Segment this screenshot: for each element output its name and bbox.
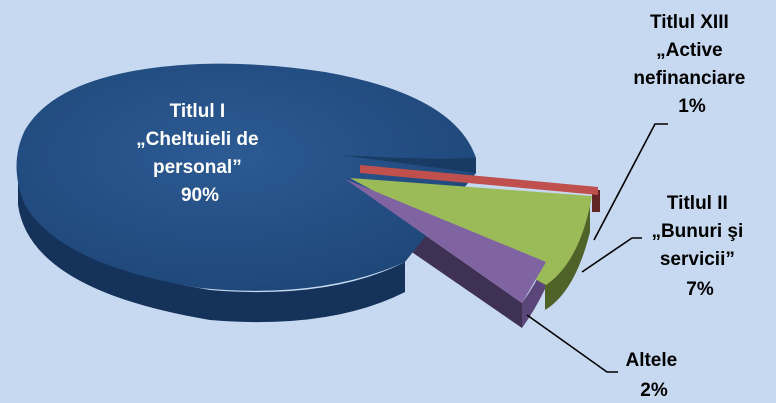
- label-titlul-i-line: personal”: [153, 157, 242, 178]
- leader-titlul-xiii: [593, 123, 668, 241]
- label-titlul-ii-line: servicii”: [660, 249, 735, 270]
- label-titlul-xiii-line: nefinanciare: [633, 68, 745, 89]
- label-titlul-i-line: Titlul I: [170, 101, 226, 122]
- slice-titlul-xiii-side: [592, 190, 600, 212]
- label-titlul-ii: Titlul II „Bunuri şi servicii” 7%: [651, 193, 748, 300]
- label-titlul-i-percent: 90%: [181, 185, 219, 206]
- label-titlul-xiii-line: „Active: [656, 40, 723, 61]
- slice-titlul-ii-side: [545, 205, 590, 310]
- slice-altele: [345, 179, 546, 303]
- slice-titlul-i: [16, 63, 476, 291]
- label-titlul-ii-line: Titlul II: [667, 193, 728, 214]
- label-titlul-i: Titlul I „Cheltuieli de personal” 90%: [136, 101, 264, 206]
- slice-titlul-i-side: [18, 175, 405, 323]
- label-titlul-i-line: „Cheltuieli de: [136, 129, 258, 150]
- label-altele-percent: 2%: [640, 380, 668, 401]
- label-titlul-ii-percent: 7%: [686, 279, 714, 300]
- label-altele-line: Altele: [625, 350, 677, 371]
- label-titlul-xiii: Titlul XIII „Active nefinanciare 1%: [633, 12, 750, 117]
- label-altele: Altele 2%: [625, 350, 682, 401]
- label-titlul-xiii-line: Titlul XIII: [650, 12, 729, 33]
- label-titlul-xiii-percent: 1%: [678, 96, 706, 117]
- slice-titlul-i-shade: [340, 155, 476, 173]
- leader-altele: [526, 314, 618, 373]
- slice-titlul-xiii: [360, 165, 598, 195]
- leader-titlul-ii: [581, 237, 642, 273]
- label-titlul-ii-line: „Bunuri şi: [651, 221, 743, 242]
